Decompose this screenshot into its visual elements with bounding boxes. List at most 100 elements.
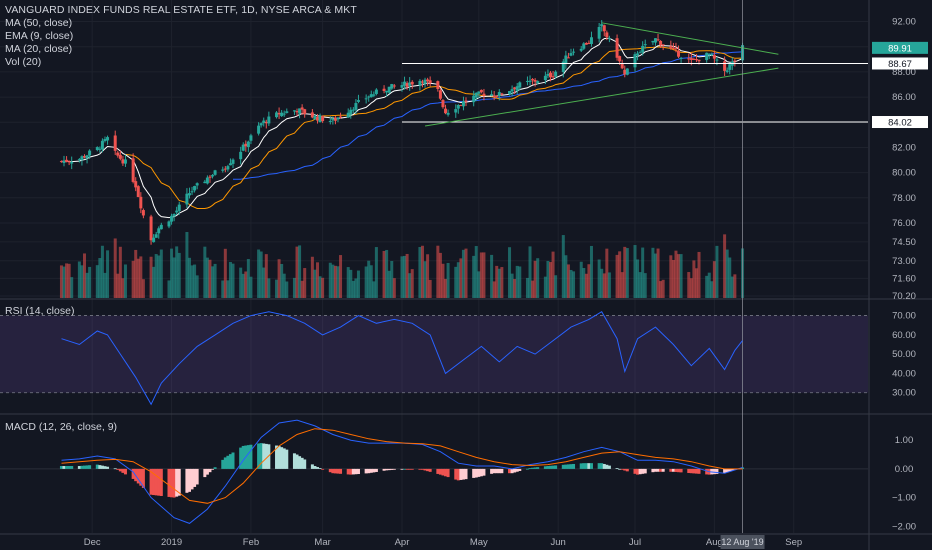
candle-body[interactable] — [656, 39, 660, 41]
candle-body[interactable] — [492, 95, 496, 97]
candle-body[interactable] — [625, 68, 629, 75]
candle-body[interactable] — [474, 92, 478, 98]
rsi-title[interactable]: RSI (14, close) — [5, 305, 75, 317]
candle-body[interactable] — [262, 120, 266, 124]
candle-body[interactable] — [707, 53, 711, 55]
candle-body[interactable] — [333, 117, 337, 121]
candle-body[interactable] — [589, 37, 593, 44]
candle-body[interactable] — [136, 186, 140, 197]
candle-body[interactable] — [605, 32, 609, 38]
candle-body[interactable] — [249, 135, 253, 141]
candle-body[interactable] — [159, 224, 163, 230]
candle-body[interactable] — [295, 111, 299, 113]
candle-body[interactable] — [518, 82, 522, 88]
candle-body[interactable] — [172, 213, 176, 217]
candle-body[interactable] — [510, 89, 514, 92]
candle-body[interactable] — [408, 82, 412, 86]
candle-body[interactable] — [285, 111, 289, 113]
candle-body[interactable] — [490, 94, 494, 96]
candle-body[interactable] — [339, 116, 343, 118]
candle-body[interactable] — [426, 79, 430, 82]
candle-body[interactable] — [264, 121, 268, 124]
candle-body[interactable] — [336, 117, 340, 120]
candle-body[interactable] — [669, 46, 673, 48]
legend-ma50[interactable]: MA (50, close) — [5, 17, 73, 29]
candle-body[interactable] — [356, 100, 360, 102]
candle-body[interactable] — [100, 140, 104, 150]
candle-body[interactable] — [587, 42, 591, 44]
candle-body[interactable] — [139, 196, 143, 209]
candle-body[interactable] — [382, 88, 386, 91]
trendline[interactable] — [424, 67, 779, 127]
candle-body[interactable] — [715, 59, 719, 61]
candle-body[interactable] — [607, 38, 611, 40]
candle-body[interactable] — [367, 96, 371, 98]
legend-ema9[interactable]: EMA (9, close) — [5, 30, 74, 42]
candle-body[interactable] — [228, 163, 232, 166]
candle-body[interactable] — [687, 58, 691, 60]
candle-body[interactable] — [282, 113, 286, 115]
candle-body[interactable] — [221, 169, 225, 171]
candle-body[interactable] — [477, 91, 481, 94]
candle-body[interactable] — [85, 155, 89, 159]
candle-body[interactable] — [292, 110, 296, 112]
candle-body[interactable] — [298, 108, 302, 114]
candle-body[interactable] — [692, 58, 696, 60]
candle-body[interactable] — [446, 112, 450, 115]
candle-body[interactable] — [600, 24, 604, 27]
candle-body[interactable] — [280, 112, 284, 117]
candle-body[interactable] — [579, 48, 583, 51]
candle-body[interactable] — [561, 61, 565, 73]
candle-body[interactable] — [584, 43, 588, 45]
candle-body[interactable] — [659, 40, 663, 46]
candle-body[interactable] — [566, 57, 570, 59]
candle-body[interactable] — [733, 60, 737, 62]
candle-body[interactable] — [257, 125, 261, 134]
candle-body[interactable] — [231, 159, 235, 164]
candle-body[interactable] — [569, 53, 573, 56]
candle-body[interactable] — [190, 191, 194, 193]
candle-body[interactable] — [674, 48, 678, 50]
candle-body[interactable] — [185, 193, 189, 205]
candle-body[interactable] — [154, 234, 158, 238]
candle-body[interactable] — [315, 116, 319, 121]
candle-body[interactable] — [549, 72, 553, 78]
candle-body[interactable] — [98, 148, 102, 150]
candle-body[interactable] — [572, 51, 576, 53]
candle-body[interactable] — [208, 176, 212, 178]
candle-body[interactable] — [400, 85, 404, 88]
legend-ma20[interactable]: MA (20, close) — [5, 43, 73, 55]
candle-body[interactable] — [653, 38, 657, 43]
candle-body[interactable] — [351, 109, 355, 111]
candle-body[interactable] — [405, 83, 409, 87]
legend-volume[interactable]: Vol (20) — [5, 56, 42, 68]
candle-body[interactable] — [525, 80, 529, 82]
candle-body[interactable] — [141, 210, 145, 216]
candle-body[interactable] — [134, 181, 138, 188]
candle-body[interactable] — [528, 80, 532, 82]
candle-body[interactable] — [203, 181, 207, 184]
candle-body[interactable] — [80, 156, 84, 160]
candle-body[interactable] — [157, 228, 161, 234]
candle-body[interactable] — [500, 93, 504, 95]
candle-body[interactable] — [454, 109, 458, 113]
trendline[interactable] — [601, 22, 779, 55]
candle-body[interactable] — [597, 26, 601, 39]
candle-body[interactable] — [679, 57, 683, 59]
candle-body[interactable] — [390, 84, 394, 89]
candle-body[interactable] — [244, 143, 248, 147]
candle-body[interactable] — [241, 144, 245, 151]
candle-body[interactable] — [259, 123, 263, 126]
candle-body[interactable] — [728, 64, 732, 70]
candle-body[interactable] — [536, 81, 540, 84]
candle-body[interactable] — [472, 95, 476, 103]
candle-body[interactable] — [410, 81, 414, 85]
candle-body[interactable] — [65, 159, 69, 162]
candle-body[interactable] — [551, 76, 555, 78]
candle-body[interactable] — [641, 45, 645, 53]
candle-body[interactable] — [59, 161, 63, 163]
candle-body[interactable] — [213, 170, 217, 175]
candle-body[interactable] — [211, 175, 215, 177]
candle-body[interactable] — [633, 54, 637, 68]
candle-body[interactable] — [428, 80, 432, 84]
